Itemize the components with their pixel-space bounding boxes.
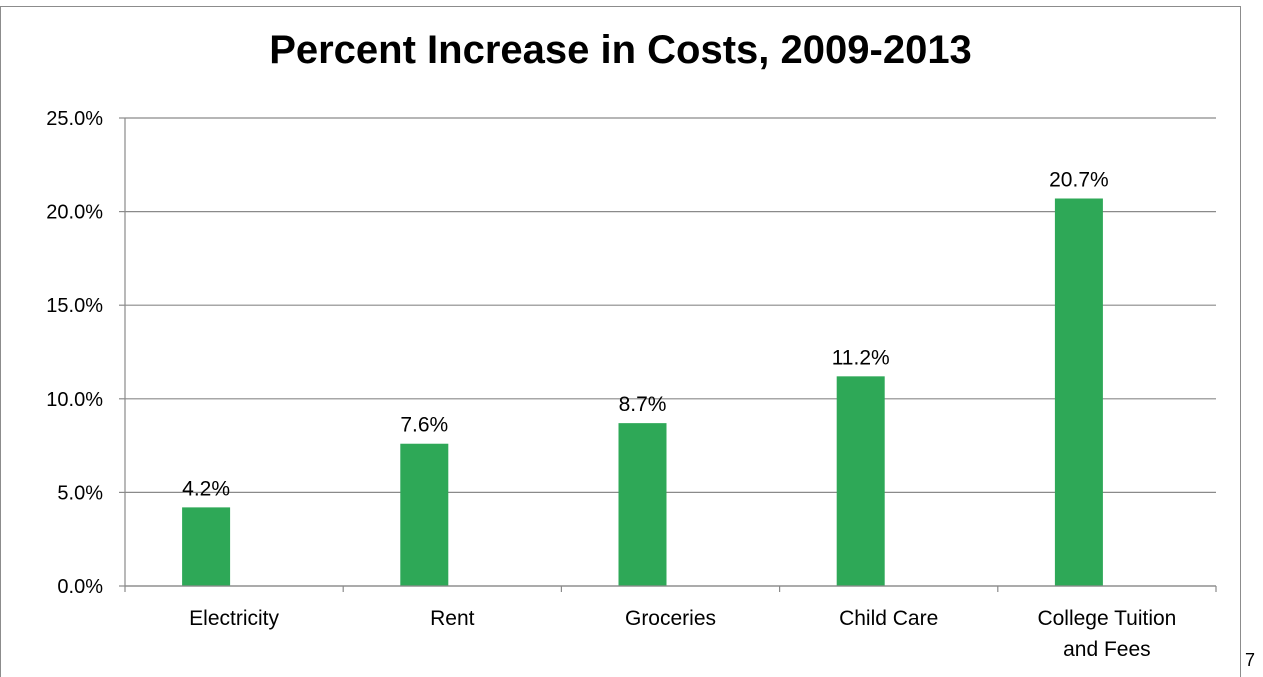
category-label: College Tuition	[1037, 607, 1176, 630]
bar	[618, 423, 667, 586]
data-label: 11.2%	[832, 346, 890, 369]
category-label: Rent	[430, 607, 475, 630]
y-tick-label: 25.0%	[46, 108, 103, 130]
bar	[182, 507, 231, 586]
bar	[1054, 198, 1103, 586]
y-tick-label: 0.0%	[57, 576, 103, 598]
category-label: Child Care	[839, 607, 938, 630]
category-label: and Fees	[1063, 638, 1151, 661]
data-label: 7.6%	[400, 414, 448, 437]
y-tick-label: 5.0%	[57, 482, 103, 504]
data-label: 20.7%	[1049, 168, 1109, 191]
category-label: Electricity	[189, 607, 279, 630]
chart-title: Percent Increase in Costs, 2009-2013	[269, 28, 972, 72]
y-tick-label: 20.0%	[46, 202, 103, 224]
data-label: 8.7%	[619, 393, 667, 416]
category-label: Groceries	[625, 607, 716, 630]
data-label: 4.2%	[182, 477, 230, 500]
y-tick-label: 10.0%	[46, 389, 103, 411]
page-number: 7	[1245, 650, 1256, 670]
chart-frame	[0, 6, 1241, 677]
bar	[836, 376, 885, 586]
bar	[400, 443, 449, 586]
y-tick-label: 15.0%	[46, 295, 103, 317]
